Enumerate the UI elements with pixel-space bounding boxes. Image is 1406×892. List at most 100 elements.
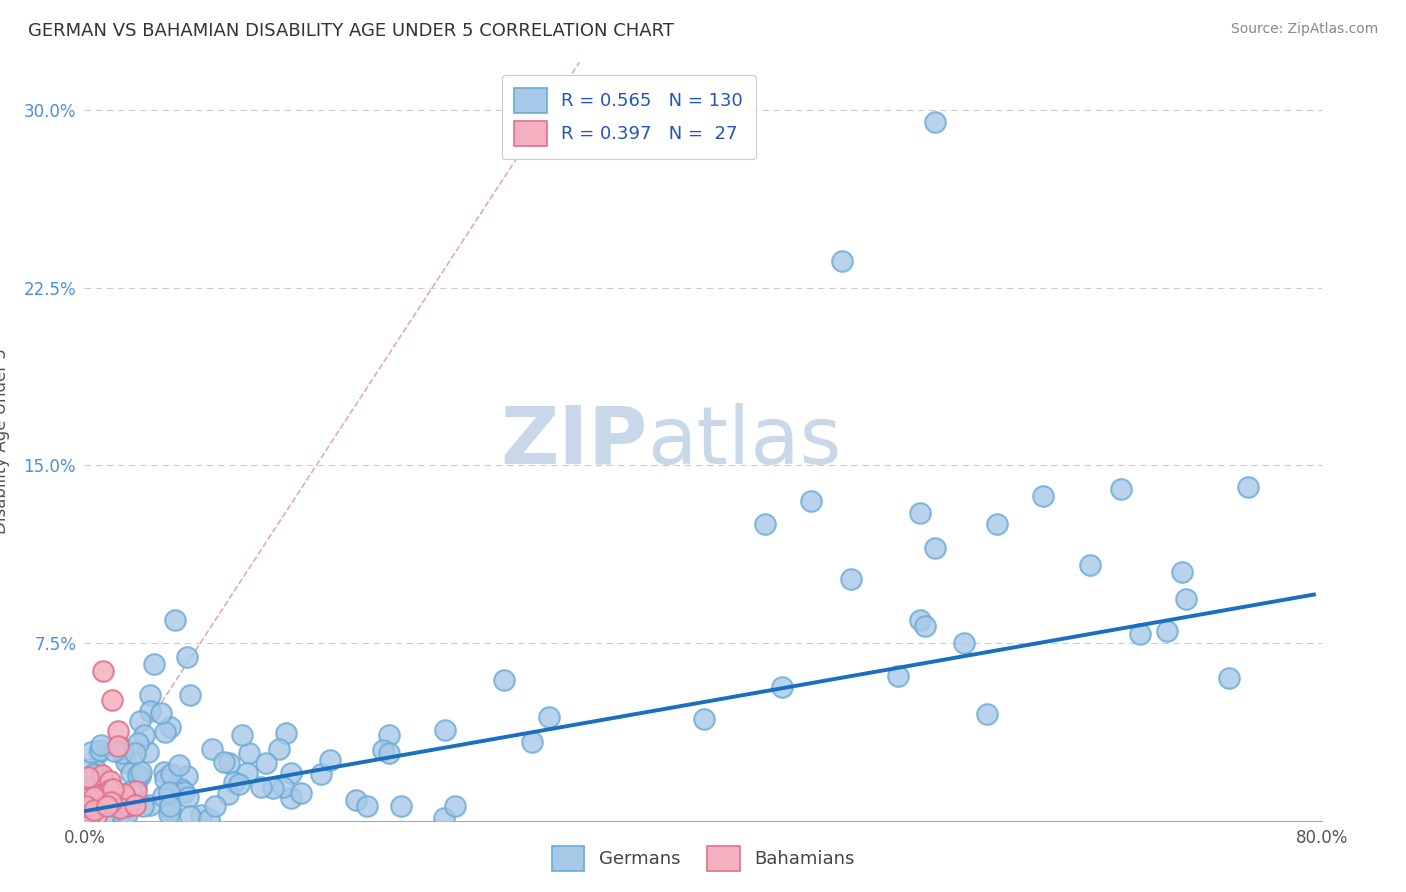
Point (155, 725, 177, 739)
Point (112, 809, 135, 823)
Point (139, 797, 162, 812)
Point (143, 657, 166, 672)
Point (494, 673, 516, 688)
Point (218, 756, 240, 771)
Point (908, 613, 931, 627)
Point (76, 803, 98, 817)
Point (77, 790, 100, 805)
Point (125, 784, 148, 798)
Point (204, 799, 226, 814)
Point (309, 767, 332, 781)
Point (117, 798, 139, 813)
Point (105, 797, 128, 812)
Point (107, 739, 129, 754)
Point (149, 706, 172, 720)
Point (101, 693, 124, 707)
Point (86, 777, 108, 791)
Point (976, 707, 998, 722)
Point (115, 797, 138, 812)
Point (83, 766, 105, 780)
Point (271, 780, 294, 794)
Point (125, 779, 148, 793)
Point (280, 766, 302, 780)
Point (197, 812, 219, 826)
Point (378, 728, 401, 742)
Point (103, 744, 125, 758)
Point (107, 723, 129, 738)
Point (115, 755, 138, 769)
Point (236, 766, 259, 780)
Point (754, 517, 776, 532)
Point (1078, 558, 1101, 572)
Point (134, 728, 156, 742)
Text: ZIP: ZIP (501, 402, 647, 481)
Point (290, 786, 312, 800)
Point (89, 743, 111, 757)
Point (908, 506, 931, 520)
Y-axis label: Disability Age Under 5: Disability Age Under 5 (0, 349, 10, 534)
Point (129, 765, 152, 780)
Point (86, 799, 108, 814)
Point (170, 782, 193, 797)
Point (84, 763, 107, 777)
Point (201, 742, 224, 756)
Point (100, 795, 122, 809)
Point (238, 746, 260, 760)
Point (831, 254, 853, 268)
Point (262, 780, 284, 795)
Point (1109, 482, 1132, 496)
Point (80, 807, 103, 822)
Point (274, 726, 297, 740)
Point (269, 742, 291, 756)
Point (127, 768, 149, 782)
Point (110, 801, 132, 815)
Point (76, 770, 98, 784)
Point (344, 793, 367, 807)
Legend: Germans, Bahamians: Germans, Bahamians (544, 838, 862, 879)
Point (117, 807, 139, 822)
Point (112, 740, 135, 755)
Point (83, 803, 105, 817)
Point (924, 114, 946, 128)
Point (222, 775, 245, 789)
Point (108, 805, 131, 819)
Point (1032, 489, 1054, 503)
Point (90, 738, 112, 752)
Point (129, 769, 152, 783)
Point (173, 785, 195, 799)
Point (373, 743, 395, 757)
Point (76, 762, 98, 776)
Point (986, 517, 1008, 532)
Point (280, 791, 302, 805)
Point (159, 803, 181, 817)
Point (953, 635, 976, 649)
Point (800, 493, 823, 508)
Point (190, 808, 212, 822)
Point (157, 785, 180, 799)
Point (924, 541, 946, 556)
Point (356, 799, 378, 814)
Point (157, 807, 180, 822)
Point (163, 613, 186, 627)
Point (89, 794, 111, 808)
Point (87, 746, 110, 760)
Point (76, 798, 98, 813)
Point (153, 765, 176, 780)
Point (217, 787, 239, 801)
Point (120, 794, 142, 808)
Point (98, 774, 121, 789)
Point (176, 650, 198, 665)
Text: atlas: atlas (647, 402, 842, 481)
Point (254, 756, 277, 771)
Point (1218, 672, 1240, 686)
Point (103, 781, 125, 796)
Point (129, 714, 152, 728)
Point (887, 669, 910, 683)
Point (176, 769, 198, 783)
Point (443, 799, 465, 814)
Point (91, 665, 114, 679)
Point (124, 746, 146, 760)
Point (1129, 627, 1152, 641)
Point (120, 766, 142, 780)
Point (378, 747, 401, 761)
